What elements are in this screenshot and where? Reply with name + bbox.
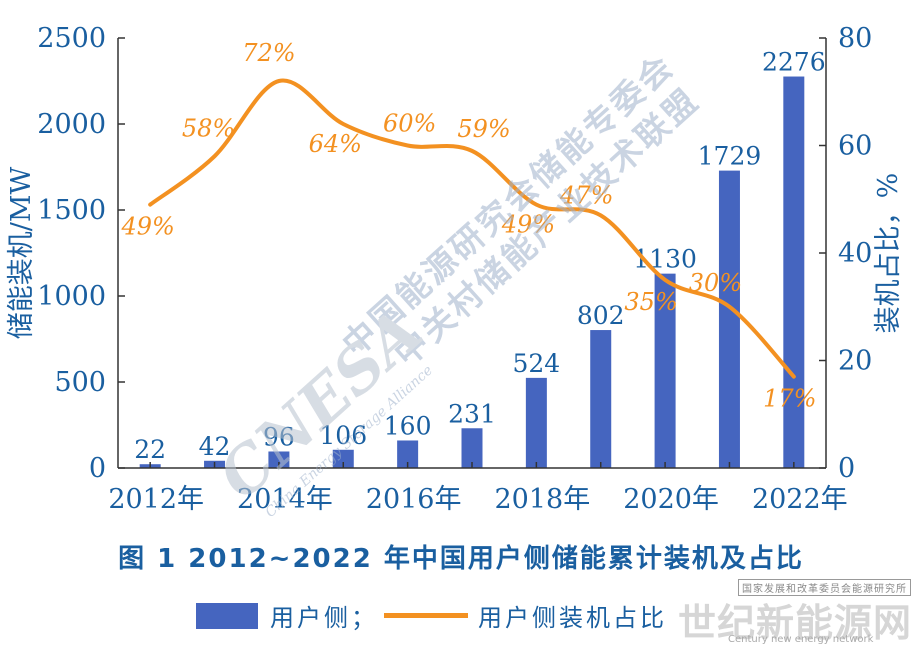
y-axis-label-left: 储能装机/MW <box>6 167 37 340</box>
x-tick-label: 2022年 <box>752 484 848 515</box>
x-tick-label: 2014年 <box>237 484 333 515</box>
line-label-2021: 30% <box>689 269 742 297</box>
axes: 0 500 1000 1500 2000 2500 0 20 40 60 80 2012年 2014年 2… <box>6 23 904 515</box>
share-line <box>148 78 796 379</box>
bar-label-2013: 42 <box>199 432 231 461</box>
bar-2015 <box>332 449 354 468</box>
bar-label-2017: 231 <box>448 399 496 428</box>
site-watermark-logo: 世纪新能源网 <box>677 601 912 645</box>
left-tick-label: 500 <box>54 367 106 398</box>
bar-2014 <box>268 451 290 468</box>
left-tick-label: 0 <box>89 453 106 484</box>
right-tick-label: 40 <box>838 238 872 269</box>
legend-bar-label: 用户侧； <box>270 604 378 632</box>
line-label-2017: 59% <box>457 115 510 143</box>
bar-2019 <box>590 330 612 468</box>
bar-2018 <box>525 377 547 468</box>
legend-line-swatch <box>384 613 468 618</box>
line-data-labels: 49%58%72%64%60% 59%49%47%35%30%17% <box>121 39 817 413</box>
right-tick-label: 80 <box>838 23 872 54</box>
bar-label-2018: 524 <box>513 349 561 378</box>
right-tick-label: 60 <box>838 131 872 162</box>
line-label-2015: 64% <box>309 130 362 158</box>
bar-label-2021: 1729 <box>698 142 762 171</box>
bar-2021 <box>718 170 740 468</box>
line-label-2020: 35% <box>624 288 677 316</box>
x-tick-label: 2018年 <box>495 484 591 515</box>
bar-label-2022: 2276 <box>762 48 826 77</box>
line-label-2014: 72% <box>242 39 295 67</box>
bar-label-2019: 802 <box>577 301 625 330</box>
bar-2020 <box>654 273 676 468</box>
bar-label-2014: 96 <box>263 422 295 451</box>
line-label-2013: 58% <box>182 114 235 142</box>
bar-2016 <box>397 440 419 468</box>
right-tick-label: 0 <box>838 453 855 484</box>
bar-label-2016: 160 <box>384 411 432 440</box>
x-tick-label: 2012年 <box>108 484 204 515</box>
line-label-2012: 49% <box>121 213 175 241</box>
line-label-2016: 60% <box>383 110 436 138</box>
bar-label-2015: 106 <box>319 421 367 450</box>
line-label-2022: 17% <box>763 385 816 413</box>
line-label-2018: 49% <box>501 211 555 239</box>
site-watermark-box: 国家发展和改革委员会能源研究所 <box>738 579 911 596</box>
right-tick-label: 20 <box>838 346 872 377</box>
legend-line-label: 用户侧装机占比 <box>478 604 667 632</box>
y-axis-label-right: 装机占比，% <box>873 173 904 334</box>
bar-label-2012: 22 <box>134 435 166 464</box>
line-label-2019: 47% <box>559 181 613 209</box>
left-tick-label: 2000 <box>37 109 106 140</box>
x-tick-label: 2016年 <box>366 484 462 515</box>
legend: 用户侧； 用户侧装机占比 <box>196 598 667 633</box>
legend-bar-swatch <box>196 602 258 629</box>
left-tick-label: 1500 <box>37 195 106 226</box>
left-tick-label: 2500 <box>37 23 106 54</box>
bar-2017 <box>461 428 483 468</box>
bar-series <box>139 76 805 468</box>
left-tick-label: 1000 <box>37 281 106 312</box>
site-watermark-sub: Century new energy network <box>728 634 874 645</box>
figure-caption: 图 1 2012~2022 年中国用户侧储能累计装机及占比 <box>118 544 804 574</box>
x-tick-label: 2020年 <box>623 484 719 515</box>
